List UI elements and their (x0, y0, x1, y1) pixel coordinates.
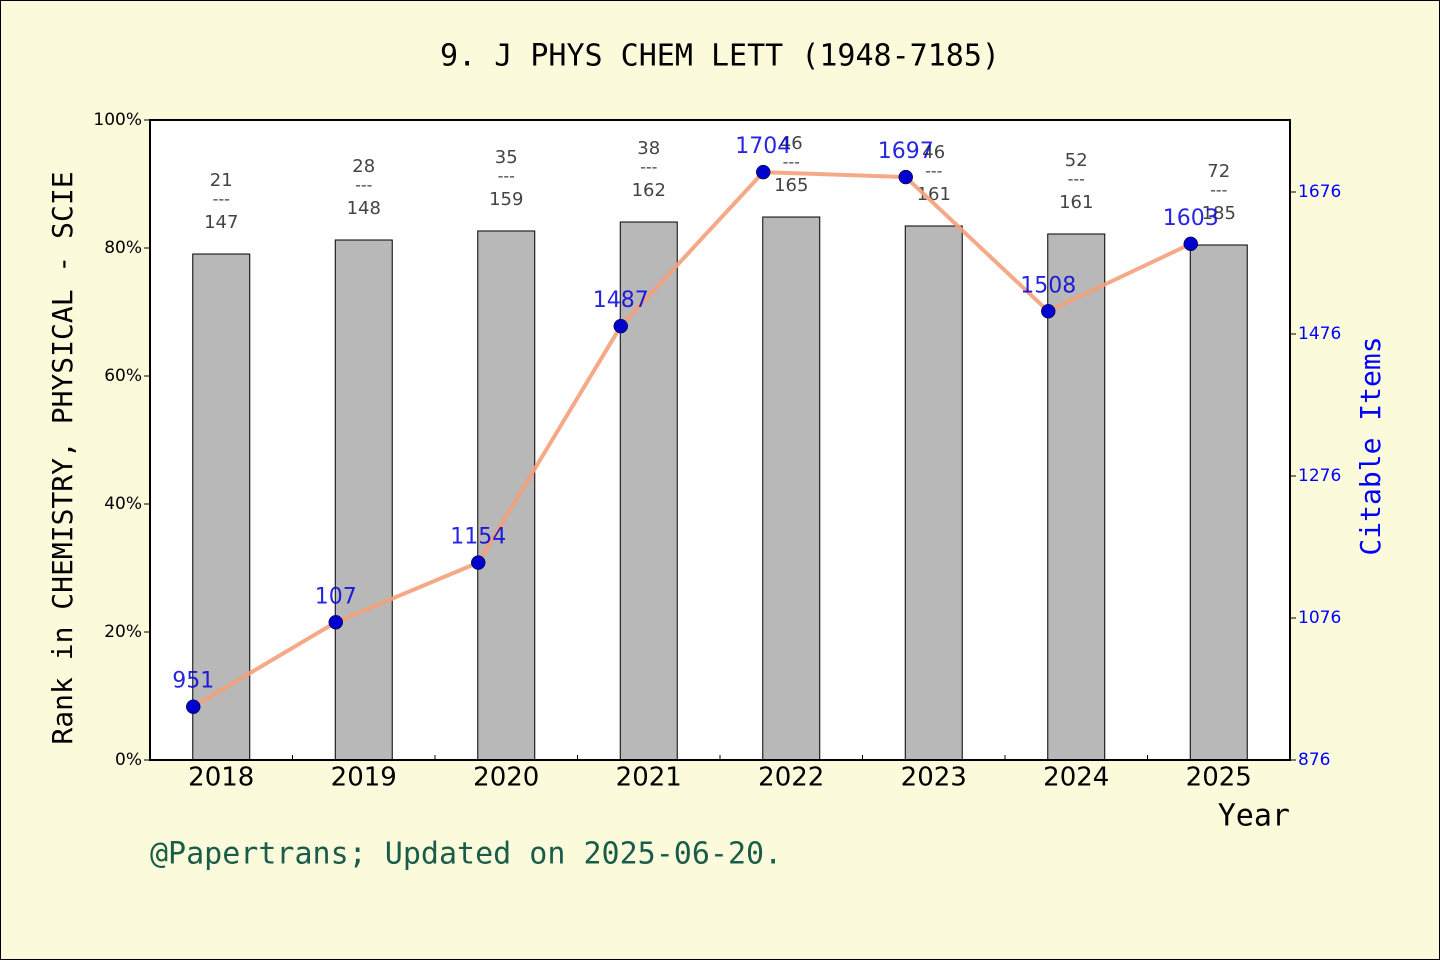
rank-label: 52 (1065, 150, 1088, 171)
total-label: 148 (347, 198, 381, 219)
value-label: 1704 (735, 134, 791, 159)
y2-tick-label: 1676 (1298, 182, 1341, 202)
y-axis-label: Rank in CHEMISTRY, PHYSICAL - SCIE (46, 171, 79, 744)
bar (762, 216, 821, 761)
value-label: 1508 (1020, 273, 1076, 298)
rank-separator: --- (783, 153, 800, 172)
rank-separator: --- (640, 158, 657, 177)
line (192, 170, 1192, 709)
total-label: 159 (489, 189, 523, 210)
bar (619, 221, 678, 761)
total-label: 162 (632, 180, 666, 201)
x-tick-label: 2022 (758, 763, 824, 793)
bar (1189, 244, 1248, 761)
value-label: 1603 (1163, 206, 1219, 231)
y2-tick-label: 1076 (1298, 608, 1341, 628)
rank-label: 46 (780, 133, 803, 154)
bar (477, 230, 536, 761)
y-tick-label: 100% (93, 110, 142, 130)
y2-tick-label: 1276 (1298, 466, 1341, 486)
chart-title: 9. J PHYS CHEM LETT (1948-7185) (440, 39, 1000, 74)
x-tick-label: 2019 (331, 763, 397, 793)
marker (186, 699, 201, 714)
y-tick-label: 60% (104, 366, 142, 386)
y2-axis-label: Citable Items (1354, 336, 1387, 555)
rank-label: 46 (922, 142, 945, 163)
total-label: 147 (204, 212, 238, 233)
total-label: 165 (774, 175, 808, 196)
x-tick-label: 2023 (901, 763, 967, 793)
y-tick-label: 80% (104, 238, 142, 258)
rank-separator: --- (1068, 169, 1085, 188)
marker (471, 555, 486, 570)
rank-separator: --- (498, 166, 515, 185)
rank-separator: --- (925, 161, 942, 180)
bar (1047, 233, 1106, 761)
marker (1183, 236, 1198, 252)
y-tick-label: 0% (115, 750, 142, 770)
rank-label: 28 (352, 156, 375, 177)
total-label: 161 (1059, 192, 1093, 213)
total-label: 161 (917, 184, 951, 205)
y-tick-label: 40% (104, 494, 142, 514)
rank-label: 38 (637, 138, 660, 159)
rank-label: 21 (210, 170, 233, 191)
bar (334, 239, 393, 761)
x-tick-label: 2025 (1186, 763, 1252, 793)
total-label: 185 (1202, 203, 1236, 224)
value-label: 951 (172, 669, 214, 694)
rank-separator: --- (1210, 180, 1227, 199)
y2-tick-label: 876 (1298, 750, 1330, 770)
marker (1041, 304, 1056, 319)
marker (898, 169, 913, 185)
value-label: 107 (315, 584, 357, 609)
bar (192, 253, 251, 761)
rank-separator: --- (355, 176, 372, 195)
value-label: 1154 (450, 525, 506, 550)
rank-label: 72 (1207, 161, 1230, 182)
x-tick-label: 2018 (188, 763, 254, 793)
value-label: 1697 (878, 139, 934, 164)
bar (904, 225, 963, 761)
marker (756, 164, 771, 180)
marker (328, 615, 343, 630)
x-axis-label: Year (1218, 799, 1290, 834)
rank-label: 35 (495, 147, 518, 168)
marker (613, 318, 628, 334)
x-tick-label: 2020 (473, 763, 539, 793)
y-tick-label: 20% (104, 622, 142, 642)
footer: @Papertrans; Updated on 2025-06-20. (150, 837, 782, 872)
x-tick-label: 2021 (616, 763, 682, 793)
value-label: 1487 (593, 288, 649, 313)
x-tick-label: 2024 (1043, 763, 1109, 793)
y2-tick-label: 1476 (1298, 324, 1341, 344)
rank-separator: --- (213, 190, 230, 209)
